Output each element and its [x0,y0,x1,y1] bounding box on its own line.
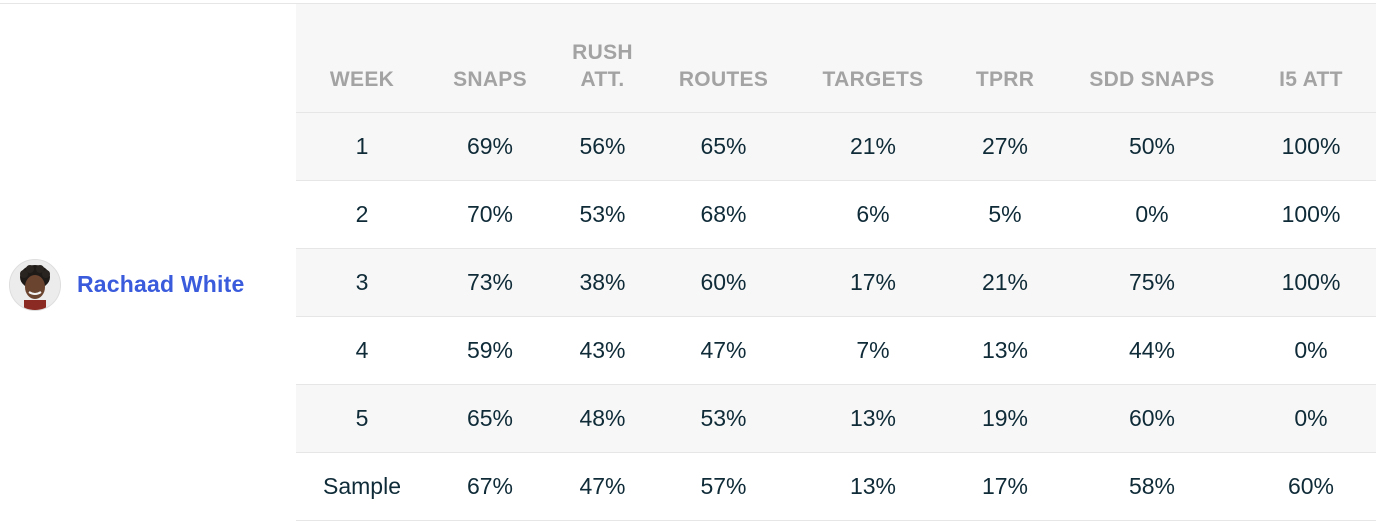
column-header-snaps[interactable]: SNAPS [428,4,552,113]
cell-targets: 13% [794,452,952,521]
cell-tprr: 21% [952,248,1058,317]
cell-tprr: 17% [952,452,1058,521]
cell-routes: 68% [653,180,794,249]
cell-tprr: 5% [952,180,1058,249]
rush-att-label: RUSH ATT. [572,41,633,91]
cell-rush-att: 38% [552,248,653,317]
table-header-row: WEEK SNAPS RUSH ATT. ROUTES TARGETS TPRR… [296,4,1376,113]
cell-snaps: 65% [428,384,552,453]
cell-rush-att: 47% [552,452,653,521]
cell-i5-att: 100% [1246,248,1376,317]
column-header-rush-att[interactable]: RUSH ATT. [552,4,653,113]
player-headshot-icon[interactable] [9,259,61,311]
cell-targets: 13% [794,384,952,453]
cell-rush-att: 43% [552,316,653,385]
cell-sdd-snaps: 50% [1058,112,1246,181]
avatar-graphic [10,260,60,310]
cell-week: 2 [296,180,428,249]
cell-snaps: 70% [428,180,552,249]
cell-i5-att: 100% [1246,112,1376,181]
cell-sdd-snaps: 58% [1058,452,1246,521]
cell-snaps: 59% [428,316,552,385]
cell-i5-att: 0% [1246,316,1376,385]
cell-targets: 6% [794,180,952,249]
cell-targets: 21% [794,112,952,181]
table-row: 4 59% 43% 47% 7% 13% 44% 0% [296,316,1376,385]
column-header-sdd-snaps[interactable]: SDD SNAPS [1058,4,1246,113]
top-divider [0,3,1376,4]
cell-targets: 7% [794,316,952,385]
cell-week: Sample [296,452,428,521]
cell-snaps: 69% [428,112,552,181]
cell-rush-att: 53% [552,180,653,249]
cell-routes: 65% [653,112,794,181]
cell-routes: 60% [653,248,794,317]
column-header-i5-att[interactable]: I5 ATT [1246,4,1376,113]
column-header-week[interactable]: WEEK [296,4,428,113]
cell-i5-att: 100% [1246,180,1376,249]
cell-week: 5 [296,384,428,453]
column-header-tprr[interactable]: TPRR [952,4,1058,113]
table-row: 5 65% 48% 53% 13% 19% 60% 0% [296,384,1376,453]
cell-rush-att: 56% [552,112,653,181]
table-row-sample: Sample 67% 47% 57% 13% 17% 58% 60% [296,452,1376,521]
cell-week: 4 [296,316,428,385]
cell-sdd-snaps: 60% [1058,384,1246,453]
cell-week: 3 [296,248,428,317]
table-row: 2 70% 53% 68% 6% 5% 0% 100% [296,180,1376,249]
cell-sdd-snaps: 44% [1058,316,1246,385]
table-row: 3 73% 38% 60% 17% 21% 75% 100% [296,248,1376,317]
cell-i5-att: 60% [1246,452,1376,521]
table-row: 1 69% 56% 65% 21% 27% 50% 100% [296,112,1376,181]
cell-rush-att: 48% [552,384,653,453]
cell-snaps: 67% [428,452,552,521]
player-name-link[interactable]: Rachaad White [77,271,245,297]
column-header-targets[interactable]: TARGETS [794,4,952,113]
cell-sdd-snaps: 75% [1058,248,1246,317]
cell-routes: 57% [653,452,794,521]
cell-targets: 17% [794,248,952,317]
cell-snaps: 73% [428,248,552,317]
cell-i5-att: 0% [1246,384,1376,453]
cell-tprr: 13% [952,316,1058,385]
cell-week: 1 [296,112,428,181]
column-header-routes[interactable]: ROUTES [653,4,794,113]
player-usage-table: WEEK SNAPS RUSH ATT. ROUTES TARGETS TPRR… [296,4,1376,521]
cell-routes: 47% [653,316,794,385]
cell-sdd-snaps: 0% [1058,180,1246,249]
cell-tprr: 27% [952,112,1058,181]
cell-routes: 53% [653,384,794,453]
cell-tprr: 19% [952,384,1058,453]
